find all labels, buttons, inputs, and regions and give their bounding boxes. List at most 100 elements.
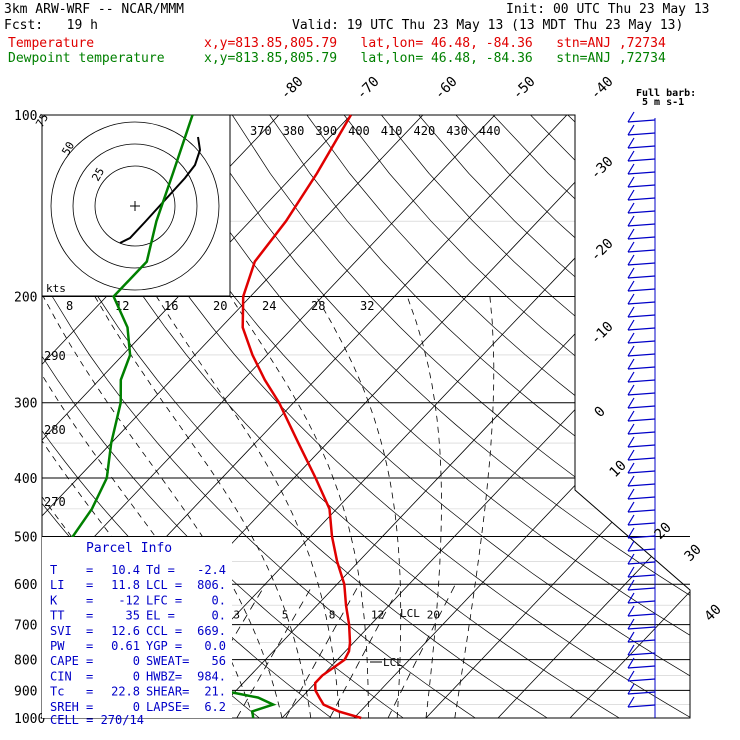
temp-label-right-30: 30 xyxy=(682,542,705,565)
temp-label--80: -80 xyxy=(278,74,307,103)
parcel-value-0: 10.4 xyxy=(111,563,140,577)
parcel-eq-0: = xyxy=(86,563,93,577)
mixing-ratio-label-3: 3 xyxy=(233,609,240,622)
wind-barb-flag xyxy=(627,254,635,266)
mixing-ratio-line-20 xyxy=(387,584,456,718)
isotherm-30 xyxy=(425,115,690,718)
wind-barb xyxy=(627,119,656,123)
moist-adiabat-34 xyxy=(454,296,495,718)
wind-barb-flag xyxy=(627,176,635,188)
parcel-eq-7: = xyxy=(86,669,93,683)
parcel-title: Parcel Info xyxy=(86,541,172,556)
parcel-label2-9: LAPSE= xyxy=(146,700,189,714)
dry-adiabat-350 xyxy=(120,115,690,718)
parcel-value2-8: 21. xyxy=(204,685,226,699)
pressure-label-1000: 1000 xyxy=(14,712,45,727)
parcel-eq-9: = xyxy=(86,700,93,714)
wind-barb xyxy=(627,548,656,552)
wind-barb xyxy=(627,340,656,344)
speed-tick-20: 20 xyxy=(213,299,227,313)
dry-adiabat-490 xyxy=(642,115,690,718)
parcel-value2-3: 0. xyxy=(212,609,226,623)
wind-barb-flag xyxy=(627,319,635,331)
parcel-eq-8: = xyxy=(86,685,93,699)
wind-barb-flag xyxy=(627,488,635,500)
wind-barb-flag xyxy=(627,462,635,474)
wind-barb-flag xyxy=(627,449,635,461)
lcl-label-lower: LCL xyxy=(383,656,403,669)
dry-adiabat-470 xyxy=(567,115,690,718)
parcel-value2-6: 56 xyxy=(212,654,226,668)
mixing-ratio-line-5 xyxy=(236,584,314,718)
wind-barb xyxy=(627,210,656,214)
dry-adiabat-360 xyxy=(157,115,690,718)
wind-barb-flag xyxy=(627,436,635,448)
wind-barbs-column: Full barb:5 m s-1 xyxy=(627,88,696,718)
temp-label-right--10: -10 xyxy=(588,319,617,348)
wind-barb xyxy=(627,418,656,422)
wind-barb xyxy=(627,639,656,643)
wind-barb xyxy=(627,379,656,383)
parcel-eq-5: = xyxy=(86,639,93,653)
wind-barb-flag xyxy=(627,683,635,695)
temp-label-right-40: 40 xyxy=(702,602,725,625)
theta-label-left-280: 280 xyxy=(44,423,66,437)
valid-time: Valid: 19 UTC Thu 23 May 13 (13 MDT Thu … xyxy=(292,18,684,33)
wind-barb-flag xyxy=(627,605,635,617)
temp-label-right-0: 0 xyxy=(592,404,609,421)
dewpoint-point-info: x,y=813.85,805.79 lat,lon= 46.48, -84.36… xyxy=(204,51,666,66)
parcel-label-0: T xyxy=(50,563,57,577)
wind-barb xyxy=(627,171,656,175)
wind-barb xyxy=(627,444,656,448)
pressure-label-100: 100 xyxy=(14,109,37,124)
pressure-label-600: 600 xyxy=(14,578,37,593)
wind-barb-flag xyxy=(627,592,635,604)
parcel-cell: CELL = 270/14 xyxy=(50,713,144,727)
hodo-ring-0 xyxy=(94,165,176,247)
pressure-label-200: 200 xyxy=(14,291,37,306)
parcel-label2-6: SWEAT= xyxy=(146,654,189,668)
wind-barb xyxy=(627,470,656,474)
forecast-hour: Fcst: 19 h xyxy=(4,18,98,33)
dry-adiabat-380 xyxy=(232,115,690,718)
theta-label-left-290: 290 xyxy=(44,349,66,363)
parcel-label-4: SVI xyxy=(50,624,72,638)
dry-adiabat-410 xyxy=(343,115,690,718)
parcel-value-2: -12 xyxy=(118,593,140,607)
wind-barb xyxy=(627,184,656,188)
wind-barb xyxy=(627,613,656,617)
wind-barb-flag xyxy=(627,124,635,136)
theta-label-380: 380 xyxy=(283,124,305,138)
parcel-value2-9: 6.2 xyxy=(204,700,226,714)
wind-barb-flag xyxy=(627,137,635,149)
wind-barb xyxy=(627,496,656,500)
theta-label-370: 370 xyxy=(250,124,272,138)
parcel-value-8: 22.8 xyxy=(111,685,140,699)
mixing-ratio-label-20: 20 xyxy=(427,609,440,622)
parcel-value-4: 12.6 xyxy=(111,624,140,638)
wind-barb xyxy=(627,236,656,240)
wind-barb-flag xyxy=(627,202,635,214)
parcel-eq-4: = xyxy=(86,624,93,638)
mixing-ratio-line-8 xyxy=(285,584,360,718)
wind-barb-flag xyxy=(627,514,635,526)
wind-barb xyxy=(627,535,656,539)
temp-label-right-10: 10 xyxy=(607,458,630,481)
temperature-legend: Temperature xyxy=(8,36,95,51)
wind-barb-flag xyxy=(627,423,635,435)
hodo-ring-label-75: 75 xyxy=(33,112,51,130)
pressure-label-800: 800 xyxy=(14,654,37,669)
dry-adiabat-400 xyxy=(306,115,690,718)
theta-label-430: 430 xyxy=(446,124,468,138)
parcel-value2-4: 669. xyxy=(197,624,226,638)
parcel-value-6: 0 xyxy=(133,654,140,668)
pressure-label-300: 300 xyxy=(14,397,37,412)
temp-label--40: -40 xyxy=(588,74,617,103)
isotherm--40 xyxy=(42,115,496,718)
isotherm-0 xyxy=(209,115,690,718)
dewpoint-legend: Dewpoint temperature xyxy=(8,51,165,66)
dry-adiabat-500 xyxy=(679,115,690,718)
parcel-label-9: SREH xyxy=(50,700,79,714)
parcel-value-1: 11.8 xyxy=(111,578,140,592)
wind-barb xyxy=(627,262,656,266)
